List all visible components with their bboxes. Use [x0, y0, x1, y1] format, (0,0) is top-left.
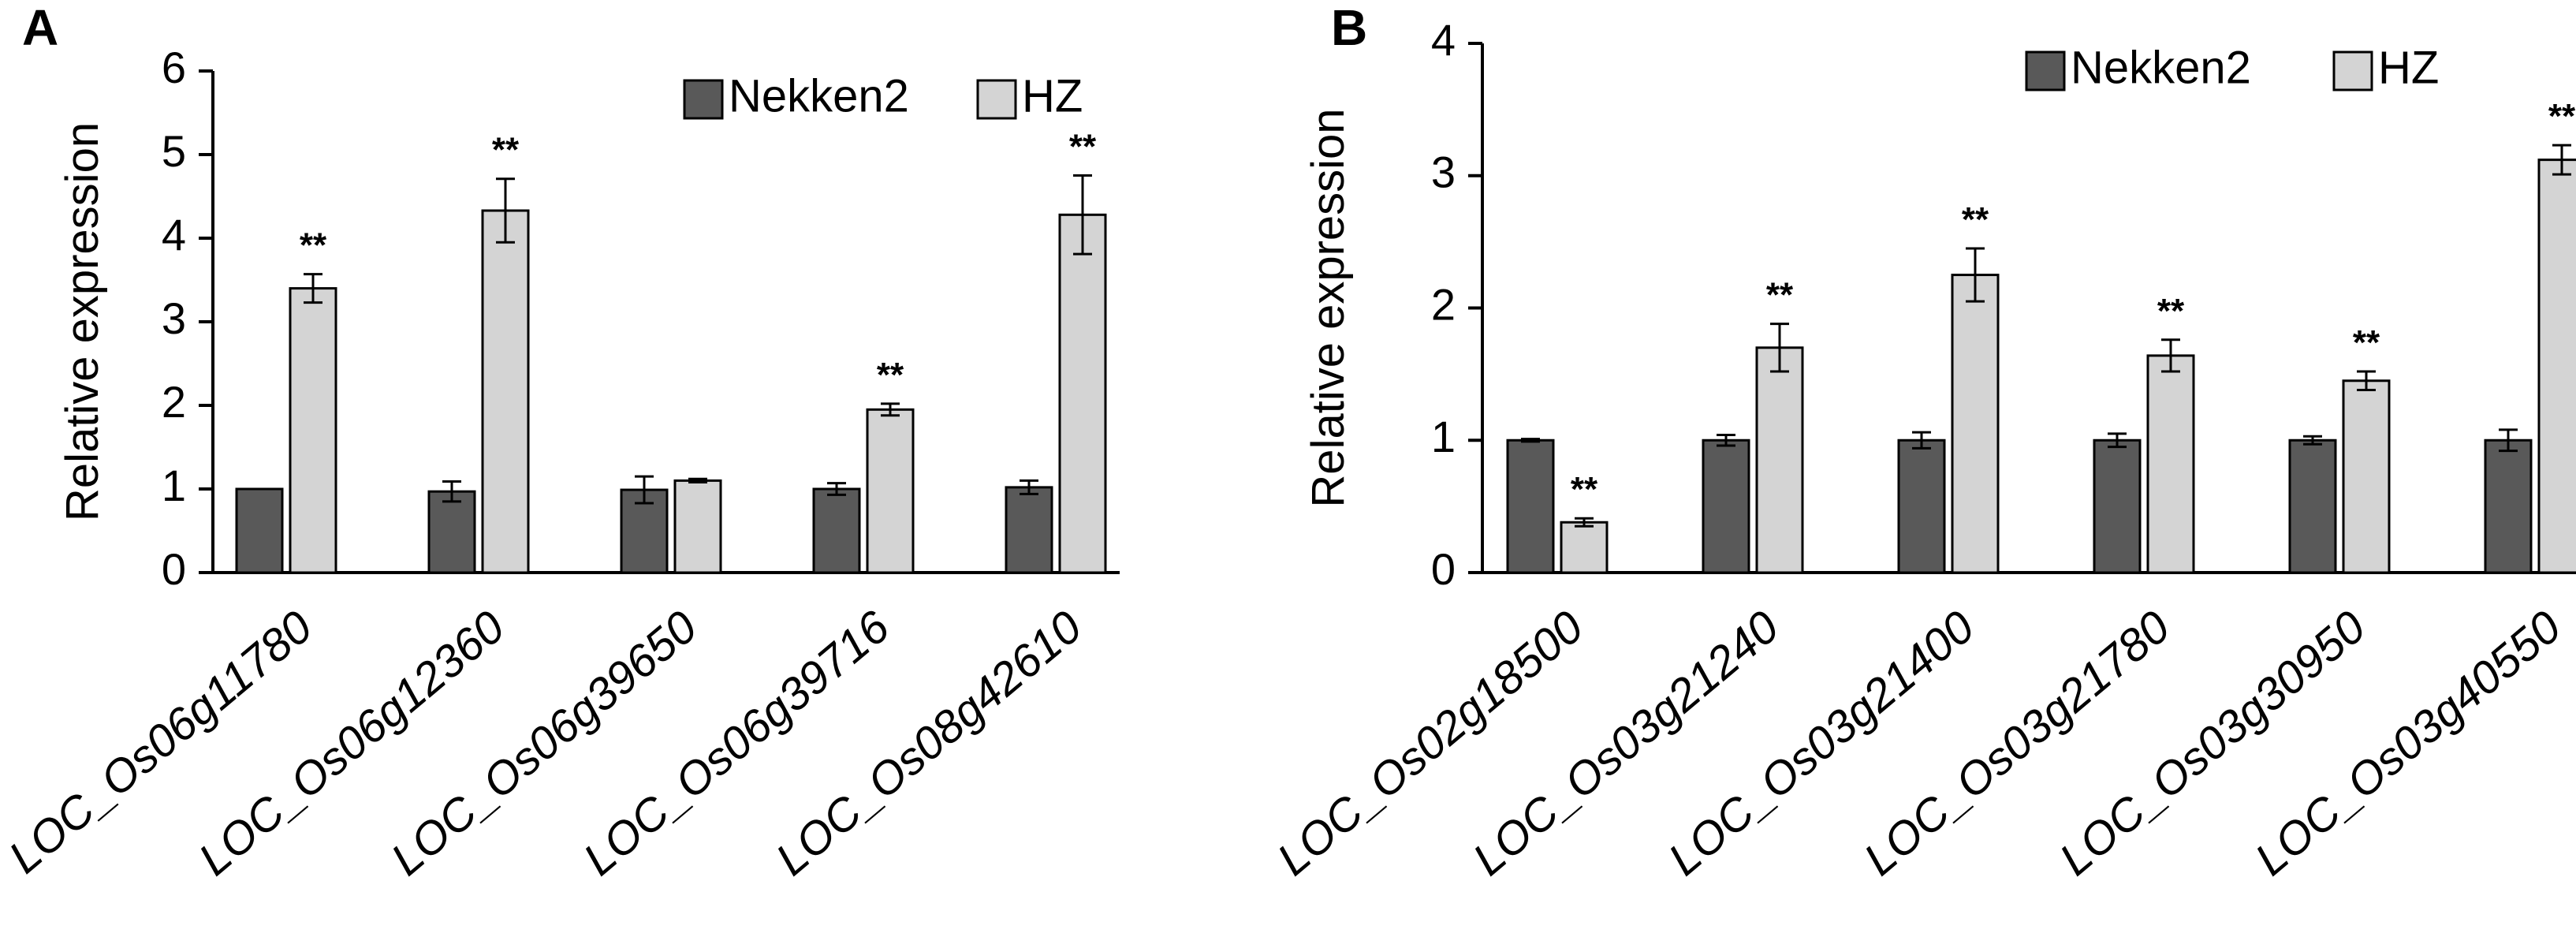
- bar-hz: [1755, 346, 1804, 574]
- legend-label-nekken2: Nekken2: [2071, 42, 2251, 93]
- bar-hz: [866, 408, 915, 574]
- y-tick-label: 3: [1431, 147, 1456, 197]
- y-tick-label: 3: [162, 293, 186, 343]
- bar-hz: [481, 209, 530, 574]
- bar-nekken2: [235, 487, 284, 574]
- bar-nekken2: [1506, 439, 1555, 574]
- significance-marker: **: [300, 226, 327, 265]
- y-tick-label: 2: [1431, 279, 1456, 329]
- significance-marker: **: [877, 356, 904, 394]
- legend-swatch-hz: [2332, 50, 2373, 91]
- bar-nekken2: [1897, 439, 1946, 574]
- bar-nekken2: [2093, 439, 2142, 574]
- legend-label-nekken2: Nekken2: [729, 70, 909, 121]
- bar-hz: [1560, 521, 1609, 574]
- y-axis-label: Relative expression: [57, 122, 108, 521]
- legend-swatch-nekken2: [2025, 50, 2066, 91]
- y-tick-label: 4: [162, 210, 186, 259]
- significance-marker: **: [1069, 128, 1097, 166]
- bar-hz: [2146, 354, 2195, 574]
- bar-nekken2: [427, 490, 476, 574]
- significance-marker: **: [1962, 200, 1989, 239]
- bar-nekken2: [2484, 439, 2533, 574]
- bar-nekken2: [812, 487, 861, 574]
- significance-marker: **: [492, 131, 520, 170]
- legend-swatch-hz: [976, 79, 1017, 120]
- panel-letter: B: [1331, 0, 1367, 56]
- y-axis-label: Relative expression: [1303, 108, 1354, 507]
- legend-label-hz: HZ: [1022, 70, 1083, 121]
- y-tick-label: 5: [162, 126, 186, 176]
- significance-marker: **: [1766, 276, 1794, 315]
- bar-hz: [673, 479, 722, 574]
- legend-swatch-nekken2: [683, 79, 724, 120]
- y-tick-label: 1: [1431, 412, 1456, 461]
- bar-hz: [2537, 159, 2576, 574]
- y-tick-label: 1: [162, 461, 186, 510]
- bar-hz: [1951, 274, 2000, 574]
- significance-marker: **: [2548, 97, 2576, 136]
- y-tick-label: 2: [162, 377, 186, 427]
- bar-hz: [289, 287, 337, 574]
- significance-marker: **: [2157, 292, 2185, 330]
- y-tick-label: 0: [162, 544, 186, 594]
- y-tick-label: 6: [162, 43, 186, 92]
- bar-hz: [1058, 213, 1107, 574]
- bar-nekken2: [1005, 486, 1053, 574]
- y-tick-label: 0: [1431, 544, 1456, 594]
- bar-nekken2: [2288, 439, 2337, 574]
- legend-label-hz: HZ: [2378, 42, 2439, 93]
- bar-hz: [2342, 379, 2391, 574]
- significance-marker: **: [2353, 323, 2380, 362]
- significance-marker: **: [1571, 470, 1598, 509]
- y-tick-label: 4: [1431, 15, 1456, 65]
- bar-nekken2: [1702, 439, 1750, 574]
- panel-letter: A: [22, 0, 58, 56]
